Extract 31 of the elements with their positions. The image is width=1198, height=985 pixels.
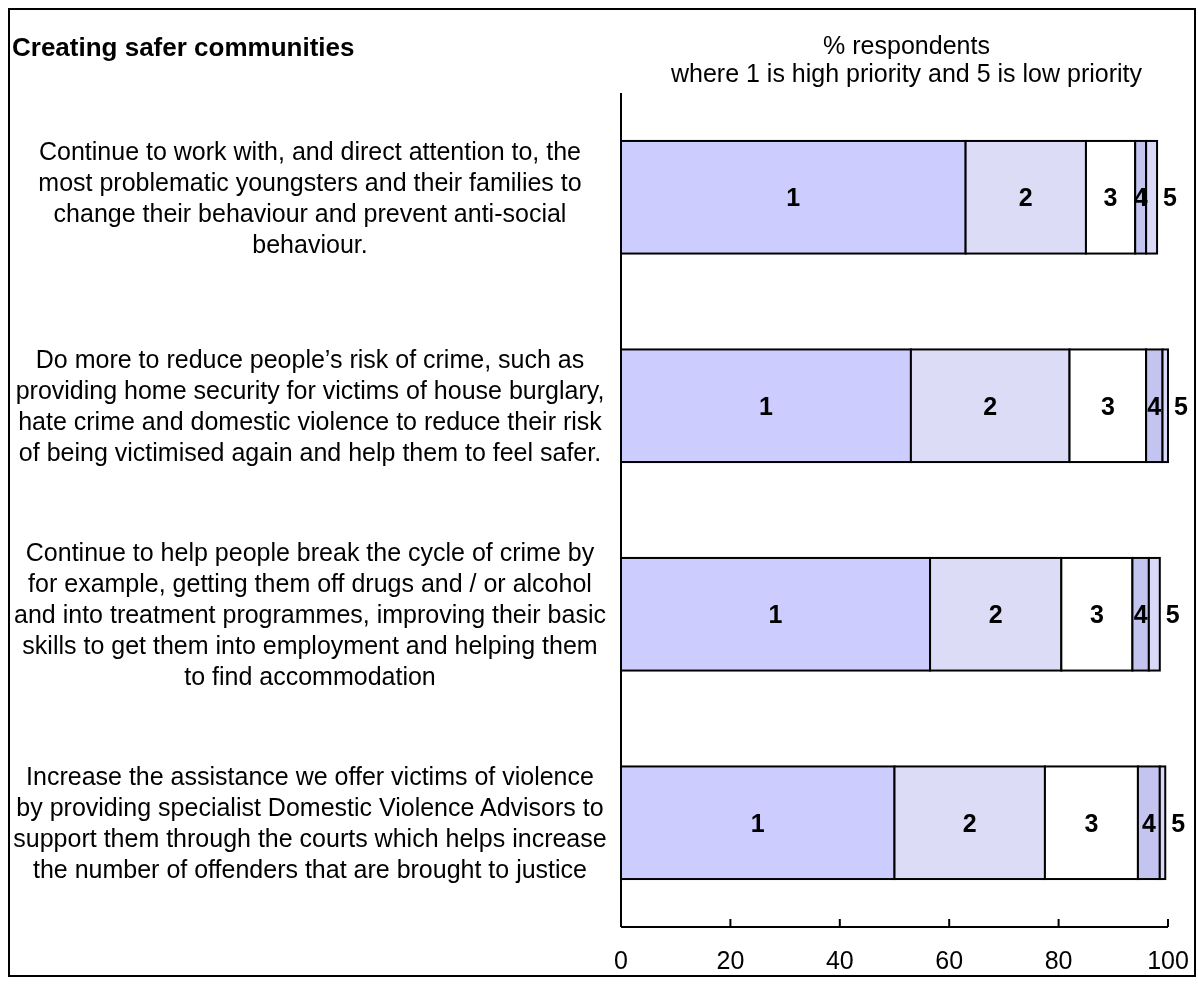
text: 5 [1165,600,1180,629]
y-tick-label: Continue to work with, and direct attention to, the most problematic youngsters and their families to change their behaviour and prevent anti-social behaviour. [38,136,582,258]
x-axis-title: % respondents where 1 is high priority and 5 is low priority [669,31,1143,87]
series-label: 2 [988,600,1003,629]
text: 1 [759,391,773,420]
series-label: 1 [768,600,783,629]
series-label: 3 [1103,183,1118,212]
text: 3 [1089,600,1104,629]
text: 5 [1163,183,1178,212]
x-tick-label: 0 [614,946,628,974]
y-tick-label: Increase the assistance we offer victims of violence by providing specialist Domestic Violence Advisors to support them through the courts which helps increase the number of offenders that are brought to justice [13,762,607,884]
x-tick-label: 100 [1147,946,1189,974]
text: 4 [1133,600,1148,629]
x-tick-label: 60 [935,946,964,974]
x-tick-label: 20 [716,946,745,974]
text: Creating safer communities [12,32,355,62]
text: 2 [983,391,998,420]
text: 3 [1100,391,1115,420]
text: 2 [962,808,977,837]
text: 1 [750,808,765,837]
x-tick-label: 40 [825,946,854,974]
y-tick-label: Continue to help people break the cycle of crime by for example, getting them off drugs and / or alcohol and into treatment programmes, improving their basic skills to get them into employment and helping them to find accommodation [14,538,606,691]
text: 2 [1018,183,1033,212]
series-label: 5 [1171,808,1186,837]
text: 3 [1084,808,1099,837]
text: 1 [786,183,801,212]
y-tick-label: Do more to reduce people’s risk of crime, such as providing home security for victims of house burglary, hate crime and domestic violence to reduce their risk of being victimised again and help them to feel safer. [15,345,605,467]
text: 4 [1141,808,1156,837]
text: 5 [1174,391,1188,420]
x-tick-label: 80 [1044,946,1073,974]
series-label: 4 [1147,391,1162,420]
